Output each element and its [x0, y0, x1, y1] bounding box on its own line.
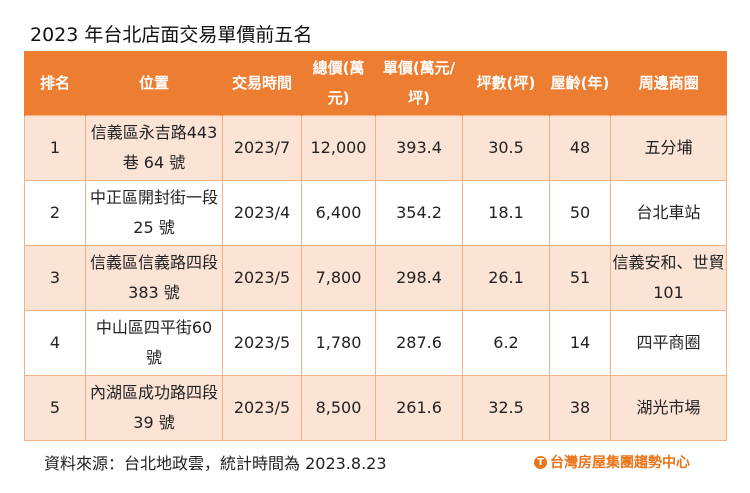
table-cell: 信義區信義路四段 383 號: [85, 245, 223, 311]
table-cell: 354.2: [375, 180, 463, 246]
table-row: 5 內湖區成功路四段 39 號 2023/5 8,500 261.6 32.5 38 湖光市場: [24, 375, 727, 441]
table-cell: 2023/7: [222, 115, 302, 181]
column-header: 總價(萬元): [301, 51, 376, 116]
column-header: 周邊商圈: [610, 51, 727, 116]
table-cell: 287.6: [375, 310, 463, 376]
table-cell: 4: [24, 310, 86, 376]
table-cell: 298.4: [375, 245, 463, 311]
table-cell: 48: [549, 115, 611, 181]
source-note: 資料來源：台北地政雲，統計時間為 2023.8.23: [44, 454, 387, 473]
table-cell: 8,500: [301, 375, 376, 441]
table-cell: 38: [549, 375, 611, 441]
table-cell: 2023/5: [222, 310, 302, 376]
table-cell: 30.5: [462, 115, 550, 181]
table-cell: 中正區開封街一段 25 號: [85, 180, 223, 246]
table-row: 4 中山區四平街60 號 2023/5 1,780 287.6 6.2 14 四平商圈: [24, 310, 727, 376]
table-cell: 50: [549, 180, 611, 246]
table-cell: 四平商圈: [610, 310, 727, 376]
column-header: 位置: [85, 51, 223, 116]
table-cell: 14: [549, 310, 611, 376]
table-cell: 1: [24, 115, 86, 181]
column-header: 單價(萬元/坪): [375, 51, 463, 116]
table-cell: 2023/4: [222, 180, 302, 246]
table-cell: 32.5: [462, 375, 550, 441]
table-cell: 3: [24, 245, 86, 311]
logo-icon: T: [534, 455, 547, 469]
table-cell: 1,780: [301, 310, 376, 376]
column-header: 排名: [24, 51, 86, 116]
table-cell: 五分埔: [610, 115, 727, 181]
table-row: 2 中正區開封街一段 25 號 2023/4 6,400 354.2 18.1 50 台北車站: [24, 180, 727, 246]
logo-text: 台灣房屋集團趨勢中心: [550, 455, 690, 471]
table-cell: 信義安和、世貿 101: [610, 245, 727, 311]
table-cell: 5: [24, 375, 86, 441]
column-header: 屋齡(年): [549, 51, 611, 116]
table-cell: 26.1: [462, 245, 550, 311]
logo: T 台灣房屋集團趨勢中心: [534, 452, 690, 472]
table-cell: 7,800: [301, 245, 376, 311]
table-cell: 393.4: [375, 115, 463, 181]
table-cell: 51: [549, 245, 611, 311]
table-cell: 中山區四平街60 號: [85, 310, 223, 376]
table-cell: 內湖區成功路四段 39 號: [85, 375, 223, 441]
table-row: 1 信義區永吉路443 巷 64 號 2023/7 12,000 393.4 30.5 48…: [24, 115, 727, 181]
column-header: 交易時間: [222, 51, 302, 116]
table-cell: 2023/5: [222, 245, 302, 311]
table-cell: 6,400: [301, 180, 376, 246]
table-cell: 261.6: [375, 375, 463, 441]
table-cell: 18.1: [462, 180, 550, 246]
table-cell: 台北車站: [610, 180, 727, 246]
table-cell: 湖光市場: [610, 375, 727, 441]
table-cell: 2: [24, 180, 86, 246]
page-title: 2023 年台北店面交易單價前五名: [30, 24, 313, 46]
column-header: 坪數(坪): [462, 51, 550, 116]
table-cell: 2023/5: [222, 375, 302, 441]
table-row: 3 信義區信義路四段 383 號 2023/5 7,800 298.4 26.1 51 信義安…: [24, 245, 727, 311]
table-cell: 12,000: [301, 115, 376, 181]
table-cell: 6.2: [462, 310, 550, 376]
ranking-table: 排名 位置 交易時間 總價(萬元) 單價(萬元/坪) 坪數(坪) 屋齡(年) 周邊商圈 1 信義…: [24, 51, 727, 441]
table-cell: 信義區永吉路443 巷 64 號: [85, 115, 223, 181]
